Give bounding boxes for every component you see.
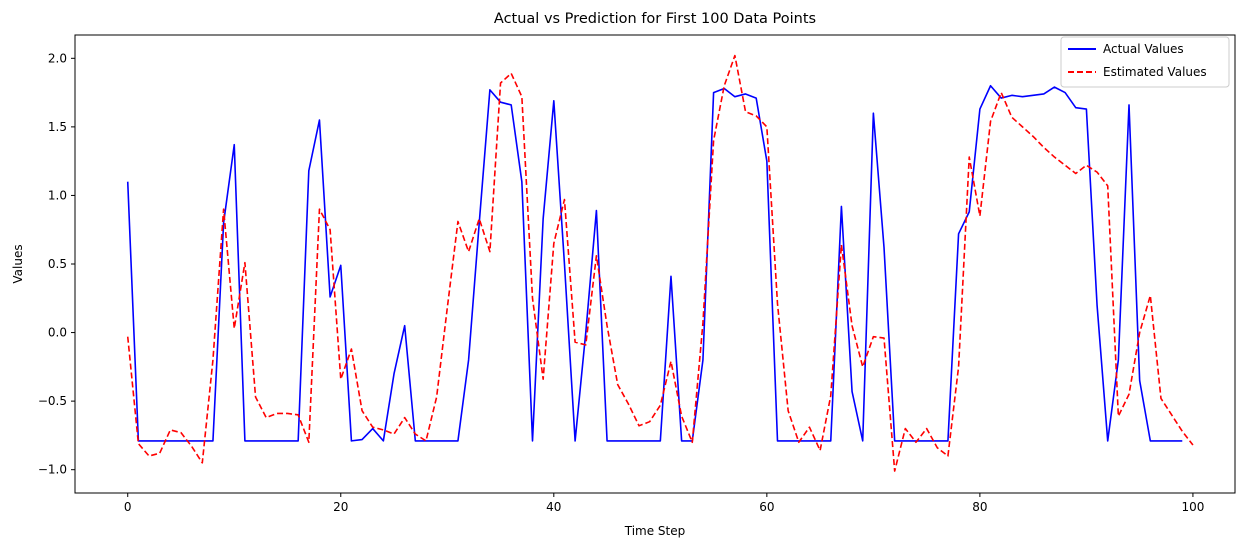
y-tick-label: 1.5 — [48, 120, 67, 134]
series-layer — [126, 54, 1194, 472]
y-tick-label: 0.0 — [48, 326, 67, 340]
y-axis-label: Values — [11, 244, 25, 283]
x-axis-label: Time Step — [624, 524, 686, 538]
y-tick-label: 1.0 — [48, 188, 67, 202]
legend-label-estimated-values: Estimated Values — [1103, 65, 1207, 79]
x-tick-label: 0 — [124, 500, 132, 514]
series-line-actual-values — [126, 84, 1183, 442]
legend: Actual Values Estimated Values — [1060, 36, 1230, 88]
x-tick-label: 80 — [972, 500, 987, 514]
x-axis: 0 20 40 60 80 100 — [124, 493, 1204, 514]
y-tick-label: −0.5 — [38, 394, 67, 408]
x-tick-label: 60 — [759, 500, 774, 514]
y-axis: −1.0 −0.5 0.0 0.5 1.0 1.5 2.0 — [38, 51, 75, 477]
x-tick-label: 20 — [333, 500, 348, 514]
x-tick-label: 100 — [1181, 500, 1204, 514]
y-tick-label: 0.5 — [48, 257, 67, 271]
x-tick-label: 40 — [546, 500, 561, 514]
chart-title: Actual vs Prediction for First 100 Data … — [494, 11, 816, 27]
y-tick-label: 2.0 — [48, 51, 67, 65]
series-line-estimated-values — [126, 54, 1194, 472]
y-tick-label: −1.0 — [38, 463, 67, 477]
legend-label-actual-values: Actual Values — [1103, 42, 1184, 56]
legend-box — [1060, 36, 1230, 88]
